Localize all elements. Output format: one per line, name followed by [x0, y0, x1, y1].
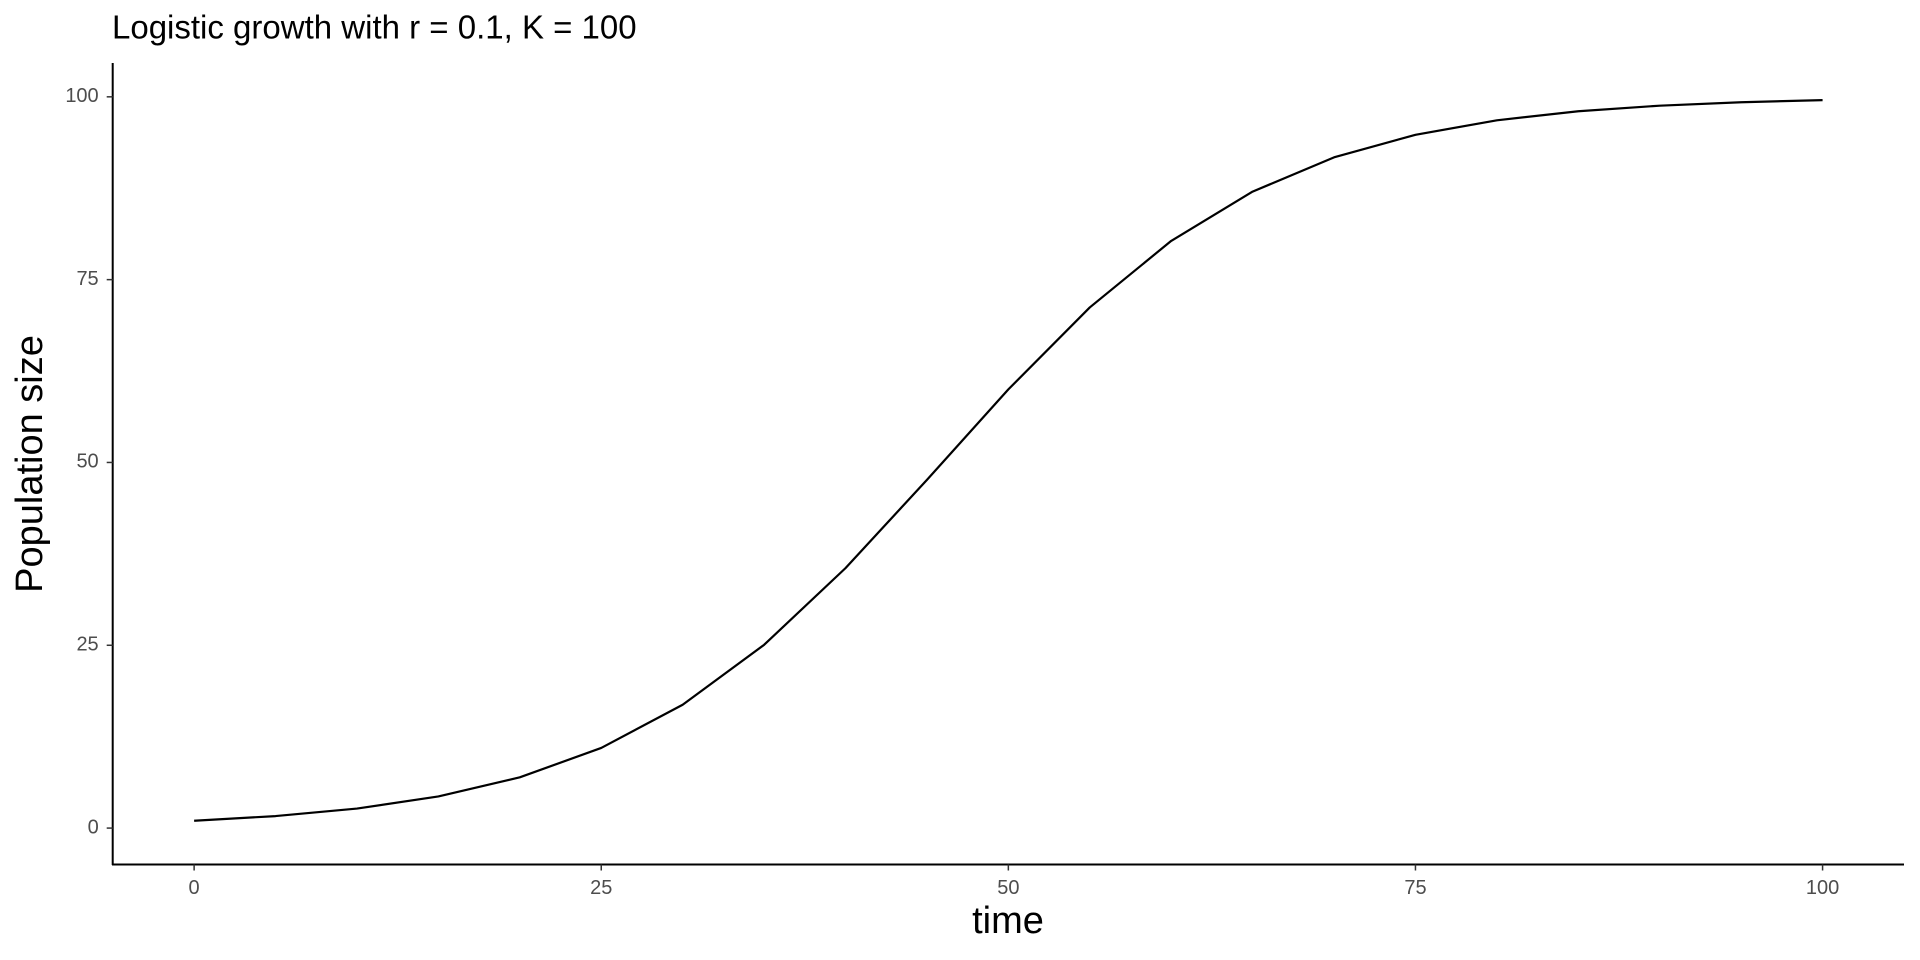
y-tick-label: 100 — [65, 85, 98, 107]
x-axis-title: time — [972, 900, 1044, 942]
y-tick-label: 0 — [88, 816, 99, 838]
x-tick-label: 50 — [997, 877, 1019, 899]
x-tick-label: 0 — [189, 877, 200, 899]
x-tick-label: 100 — [1806, 877, 1839, 899]
data-line — [194, 99, 1823, 822]
y-tick-label: 50 — [76, 451, 98, 473]
x-tick-label: 75 — [1404, 877, 1426, 899]
y-tick-label: 75 — [76, 268, 98, 290]
y-tick-label: 25 — [76, 634, 98, 656]
y-axis-title: Population size — [9, 335, 51, 593]
x-tick-label: 25 — [590, 877, 612, 899]
chart-title: Logistic growth with r = 0.1, K = 100 — [112, 9, 637, 46]
